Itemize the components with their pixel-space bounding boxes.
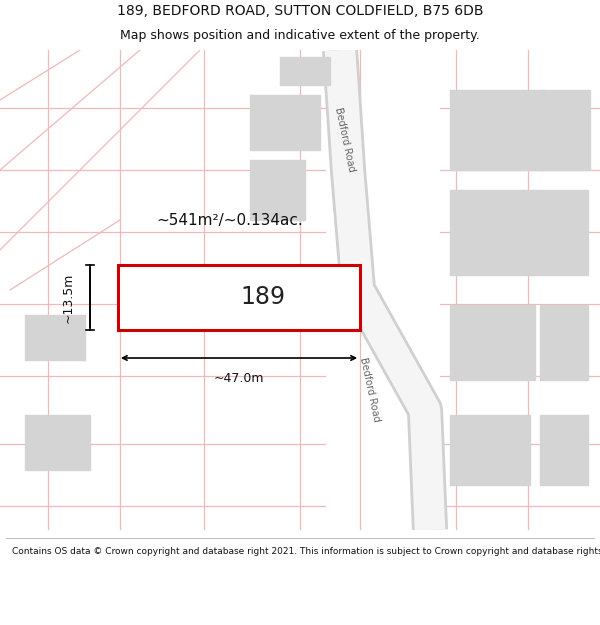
Bar <box>450 415 530 485</box>
Bar <box>540 305 588 380</box>
Text: ~13.5m: ~13.5m <box>62 272 74 322</box>
Text: Contains OS data © Crown copyright and database right 2021. This information is : Contains OS data © Crown copyright and d… <box>12 547 600 556</box>
Text: ~47.0m: ~47.0m <box>214 371 264 384</box>
Text: 189: 189 <box>241 286 286 309</box>
Bar <box>25 315 85 360</box>
Text: Map shows position and indicative extent of the property.: Map shows position and indicative extent… <box>120 29 480 42</box>
Bar <box>450 305 535 380</box>
Bar <box>25 415 90 470</box>
Bar <box>450 90 545 170</box>
Text: Bedford Road: Bedford Road <box>333 107 357 173</box>
Text: 189, BEDFORD ROAD, SUTTON COLDFIELD, B75 6DB: 189, BEDFORD ROAD, SUTTON COLDFIELD, B75… <box>117 4 483 18</box>
Bar <box>250 95 320 150</box>
Bar <box>280 57 330 85</box>
Bar <box>540 190 588 275</box>
Bar <box>540 90 590 170</box>
Bar <box>250 160 305 220</box>
Bar <box>118 265 360 330</box>
Text: Bedford Road: Bedford Road <box>358 357 382 423</box>
Text: ~541m²/~0.134ac.: ~541m²/~0.134ac. <box>157 213 304 228</box>
Bar <box>450 190 540 275</box>
Bar <box>540 415 588 485</box>
